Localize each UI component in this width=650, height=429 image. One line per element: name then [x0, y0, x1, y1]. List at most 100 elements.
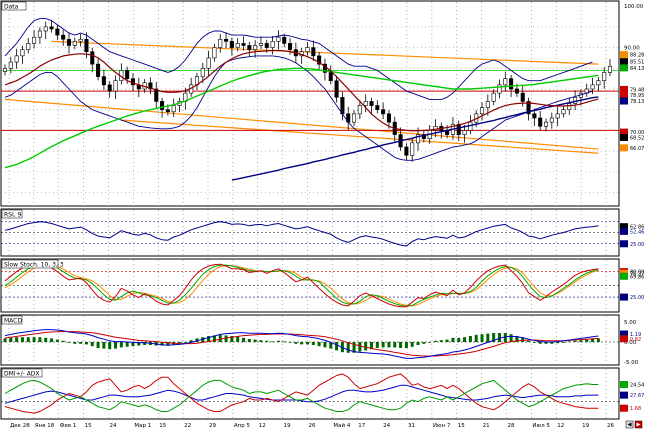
macd-histogram-bar: [550, 342, 554, 344]
candle-body: [212, 47, 217, 59]
candle-body: [456, 123, 461, 135]
candle-body: [328, 72, 333, 82]
macd-histogram-bar: [67, 342, 71, 343]
price-value-tag-swatch: [620, 64, 628, 72]
candle-body: [543, 121, 549, 127]
macd-histogram-bar: [503, 333, 507, 342]
candle-body: [416, 134, 421, 144]
candle-body: [386, 113, 391, 123]
stoch-lines: [4, 263, 599, 308]
macd-value-tag: 1.19: [630, 332, 641, 338]
macd-histogram-bar: [306, 342, 309, 345]
macd-histogram-bar: [73, 342, 77, 344]
candle-body: [55, 28, 60, 36]
macd-value-tag-swatch: [620, 335, 628, 343]
candle-body: [317, 55, 322, 65]
macd-histogram-bar: [55, 339, 59, 342]
x-tick-label: 31: [408, 423, 415, 429]
channel-line: [4, 98, 599, 150]
dmi-axis: 24.54 27.67 1.68: [620, 381, 644, 412]
dmi-panel-frame: [0, 367, 620, 420]
macd-axis-label: 5.00: [624, 320, 637, 326]
candle-body: [503, 78, 508, 86]
macd-panel-title: MACD: [4, 318, 22, 325]
macd-histogram-bar: [585, 339, 589, 342]
macd-histogram-bar: [276, 340, 280, 342]
macd-histogram-bar: [143, 342, 147, 345]
macd-histogram-bar: [451, 337, 455, 342]
candle-body: [14, 55, 19, 63]
macd-histogram-bar: [387, 342, 391, 348]
macd-histogram-bar: [480, 334, 484, 342]
candle-body: [229, 41, 234, 48]
candle-body: [154, 88, 159, 102]
macd-histogram-bar: [410, 342, 414, 347]
macd-axis: 5.00 0.00 -5.00 1.190.82: [620, 320, 641, 366]
dmi-value-tag-swatch: [620, 404, 628, 412]
macd-histogram-bar: [15, 337, 19, 342]
price-value-tag: 78.95: [630, 93, 644, 99]
candle-body: [410, 142, 415, 156]
x-tick-label: 15: [159, 423, 166, 429]
stoch-value-tag: 69.86: [630, 274, 644, 280]
macd-histogram-bar: [532, 342, 536, 343]
dmi-value-tag-swatch: [620, 391, 628, 399]
candle-body: [66, 38, 72, 46]
dmi-panel: DMI+/- ADX 24.54 27.67 1.68: [0, 367, 644, 420]
candle-body: [497, 84, 502, 94]
macd-histogram-bar: [96, 342, 100, 348]
x-tick-label: 12: [557, 423, 564, 429]
x-tick-label: Дек 28: [10, 423, 30, 429]
macd-panel-title-box: [1, 315, 23, 325]
candle-body: [485, 101, 490, 108]
x-tick-label: 21: [483, 423, 490, 429]
stoch-value-tag: 76.37: [630, 271, 644, 277]
rsi-value-tag: 52.46: [630, 229, 644, 235]
stoch-k-line: [4, 263, 599, 308]
macd-histogram-bar: [527, 340, 531, 342]
macd-histogram-bar: [178, 342, 182, 344]
candle-body: [532, 113, 537, 119]
channel-line: [121, 119, 599, 154]
macd-histogram-bar: [445, 339, 449, 342]
macd-histogram-bar: [317, 342, 321, 347]
macd-histogram-bar: [102, 342, 106, 349]
macd-histogram-bar: [247, 339, 251, 342]
candle-body: [520, 92, 525, 102]
arrow-right-icon: [636, 422, 641, 427]
macd-histogram-bar: [236, 336, 240, 342]
candle-body: [514, 88, 519, 94]
macd-histogram-bar: [329, 342, 333, 349]
price-value-tag-swatch: [620, 133, 628, 141]
x-tick-label: 12: [259, 423, 266, 429]
macd-histogram-bar: [137, 342, 141, 346]
macd-histogram-bar: [323, 342, 327, 348]
price-value-tag-swatch: [620, 128, 628, 136]
macd-histogram-bar: [561, 342, 565, 343]
macd-histogram-bar: [497, 333, 501, 342]
candle-body: [224, 38, 229, 42]
candle-body: [171, 105, 176, 113]
macd-histogram-bar: [463, 337, 467, 342]
candle-body: [381, 109, 386, 115]
macd-histogram-bar: [311, 342, 315, 345]
macd-histogram-bar: [509, 334, 513, 342]
candle-body: [567, 103, 572, 111]
rsi-value-tag-swatch: [620, 240, 628, 248]
rsi-panel-title: RSI, 9: [4, 212, 22, 219]
x-tick-label: Фев 1: [60, 423, 77, 429]
macd-histogram-bar: [114, 342, 118, 349]
candle-body: [357, 105, 362, 115]
macd-histogram-bar: [189, 340, 193, 342]
candle-body: [270, 41, 275, 48]
moving-average-mid-line: [4, 67, 599, 169]
macd-histogram-bar: [90, 342, 94, 347]
price-value-tag: 84.13: [630, 66, 644, 72]
scroll-arrows[interactable]: [625, 420, 643, 429]
macd-histogram-bar: [218, 334, 222, 342]
macd-histogram-bar: [242, 337, 246, 342]
macd-histogram-bar: [352, 342, 356, 353]
x-tick-label: 26: [309, 423, 316, 429]
